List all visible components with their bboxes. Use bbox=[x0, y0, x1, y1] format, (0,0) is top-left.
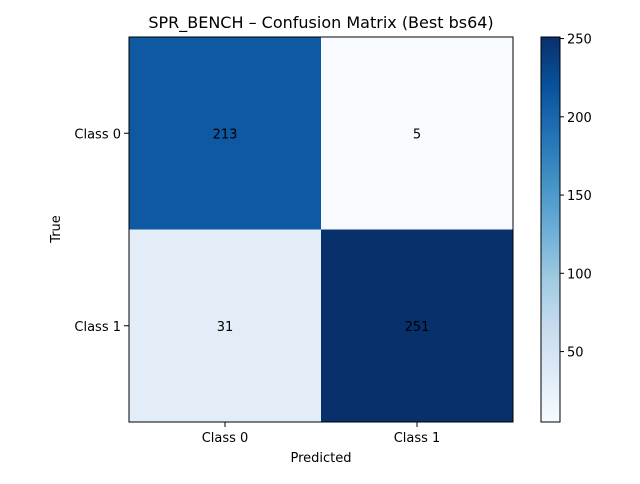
heatmap-cell bbox=[321, 229, 514, 423]
x-tick-label: Class 0 bbox=[202, 431, 249, 446]
cell-value-label: 5 bbox=[413, 127, 421, 142]
cell-value-label: 213 bbox=[213, 127, 238, 142]
x-axis-ticks: Class 0 Class 1 bbox=[202, 422, 441, 446]
y-tick-label: Class 1 bbox=[74, 320, 121, 335]
colorbar-ticks: 50 100 150 200 250 bbox=[560, 33, 592, 361]
y-axis-label: True bbox=[49, 215, 64, 244]
x-tick-label: Class 1 bbox=[394, 431, 441, 446]
heatmap-cell bbox=[129, 37, 322, 230]
heatmap-cell bbox=[321, 37, 514, 230]
heatmap-cells: 213 5 31 251 bbox=[129, 37, 514, 423]
colorbar-tick-label: 150 bbox=[567, 189, 592, 204]
cell-value-label: 31 bbox=[217, 320, 234, 335]
x-axis-label: Predicted bbox=[290, 451, 351, 466]
colorbar-tick-label: 250 bbox=[567, 33, 592, 48]
heatmap-cell bbox=[129, 229, 322, 423]
y-tick-label: Class 0 bbox=[74, 127, 121, 142]
colorbar bbox=[540, 36, 561, 423]
colorbar-tick-label: 50 bbox=[567, 346, 584, 361]
chart-title: SPR_BENCH – Confusion Matrix (Best bs64) bbox=[148, 13, 493, 33]
colorbar-tick-label: 200 bbox=[567, 111, 592, 126]
y-axis-ticks: Class 0 Class 1 bbox=[74, 127, 129, 335]
cell-value-label: 251 bbox=[405, 320, 430, 335]
plot-frame bbox=[128, 36, 514, 423]
colorbar-tick-label: 100 bbox=[567, 267, 592, 282]
